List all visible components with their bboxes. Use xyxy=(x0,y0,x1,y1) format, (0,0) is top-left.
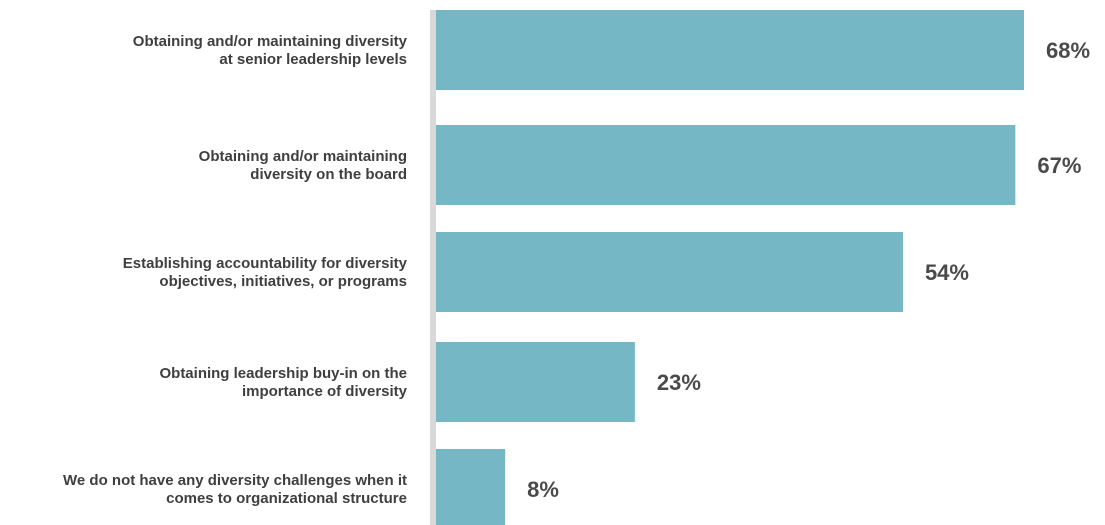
bar-2 xyxy=(436,125,1016,205)
bars-group xyxy=(436,10,1024,525)
category-labels-group: Obtaining and/or maintaining diversity at… xyxy=(63,33,408,507)
category-label-1: Obtaining and/or maintaining diversity at… xyxy=(133,33,408,68)
category-label-4: Obtaining leadership buy-in on the import… xyxy=(159,365,407,400)
value-labels-group: 68% 67% 54% 23% 8% xyxy=(527,38,1090,502)
category-label-line: We do not have any diversity challenges … xyxy=(63,472,407,489)
category-label-line: Obtaining and/or maintaining xyxy=(199,148,407,165)
category-label-5: We do not have any diversity challenges … xyxy=(63,472,407,507)
bar-1 xyxy=(436,10,1024,90)
bar-3 xyxy=(436,232,903,312)
category-label-line: Obtaining and/or maintaining diversity xyxy=(133,33,408,50)
category-label-line: importance of diversity xyxy=(242,383,408,400)
bar-4 xyxy=(436,342,635,422)
category-label-2: Obtaining and/or maintaining diversity on… xyxy=(199,148,407,183)
value-label-4: 23% xyxy=(657,370,701,395)
category-label-line: objectives, initiatives, or programs xyxy=(159,273,407,290)
y-axis-line xyxy=(430,10,436,525)
bar-5 xyxy=(436,449,506,525)
value-label-5: 8% xyxy=(527,477,559,502)
category-label-line: at senior leadership levels xyxy=(219,51,407,68)
category-label-line: Obtaining leadership buy-in on the xyxy=(159,365,407,382)
value-label-1: 68% xyxy=(1046,38,1090,63)
category-label-line: Establishing accountability for diversit… xyxy=(123,255,408,272)
category-label-line: diversity on the board xyxy=(250,166,407,183)
category-label-3: Establishing accountability for diversit… xyxy=(123,255,408,290)
value-label-2: 67% xyxy=(1037,153,1081,178)
category-label-line: comes to organizational structure xyxy=(166,490,407,507)
value-label-3: 54% xyxy=(925,260,969,285)
